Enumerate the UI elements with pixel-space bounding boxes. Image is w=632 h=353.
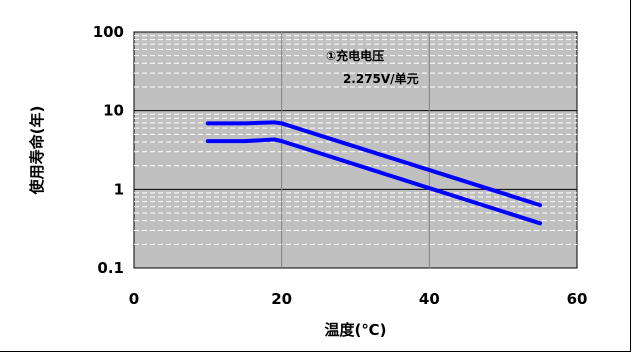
y-tick-label: 0.1 xyxy=(97,259,124,277)
x-axis-label: 温度(℃) xyxy=(325,321,387,339)
y-tick-label: 10 xyxy=(103,102,124,120)
series-line-2 xyxy=(205,137,543,226)
x-tick-label: 60 xyxy=(567,290,588,308)
x-tick-label: 0 xyxy=(129,290,139,308)
series-line-1 xyxy=(205,120,543,208)
x-tick-label: 20 xyxy=(271,290,292,308)
y-ticks: 100 10 1 0.1 xyxy=(93,23,124,277)
y-tick-label: 100 xyxy=(93,23,124,41)
y-tick-label: 1 xyxy=(114,180,124,198)
plot-area xyxy=(133,31,578,269)
grid xyxy=(134,32,577,268)
annotation-line-2: 2.275V/单元 xyxy=(343,71,419,86)
y-axis-label: 使用寿命(年) xyxy=(28,106,46,196)
x-ticks: 0 20 40 60 xyxy=(129,290,588,308)
annotation-line-1: ①充电电压 xyxy=(326,48,384,63)
series xyxy=(205,120,543,226)
x-tick-label: 40 xyxy=(419,290,440,308)
